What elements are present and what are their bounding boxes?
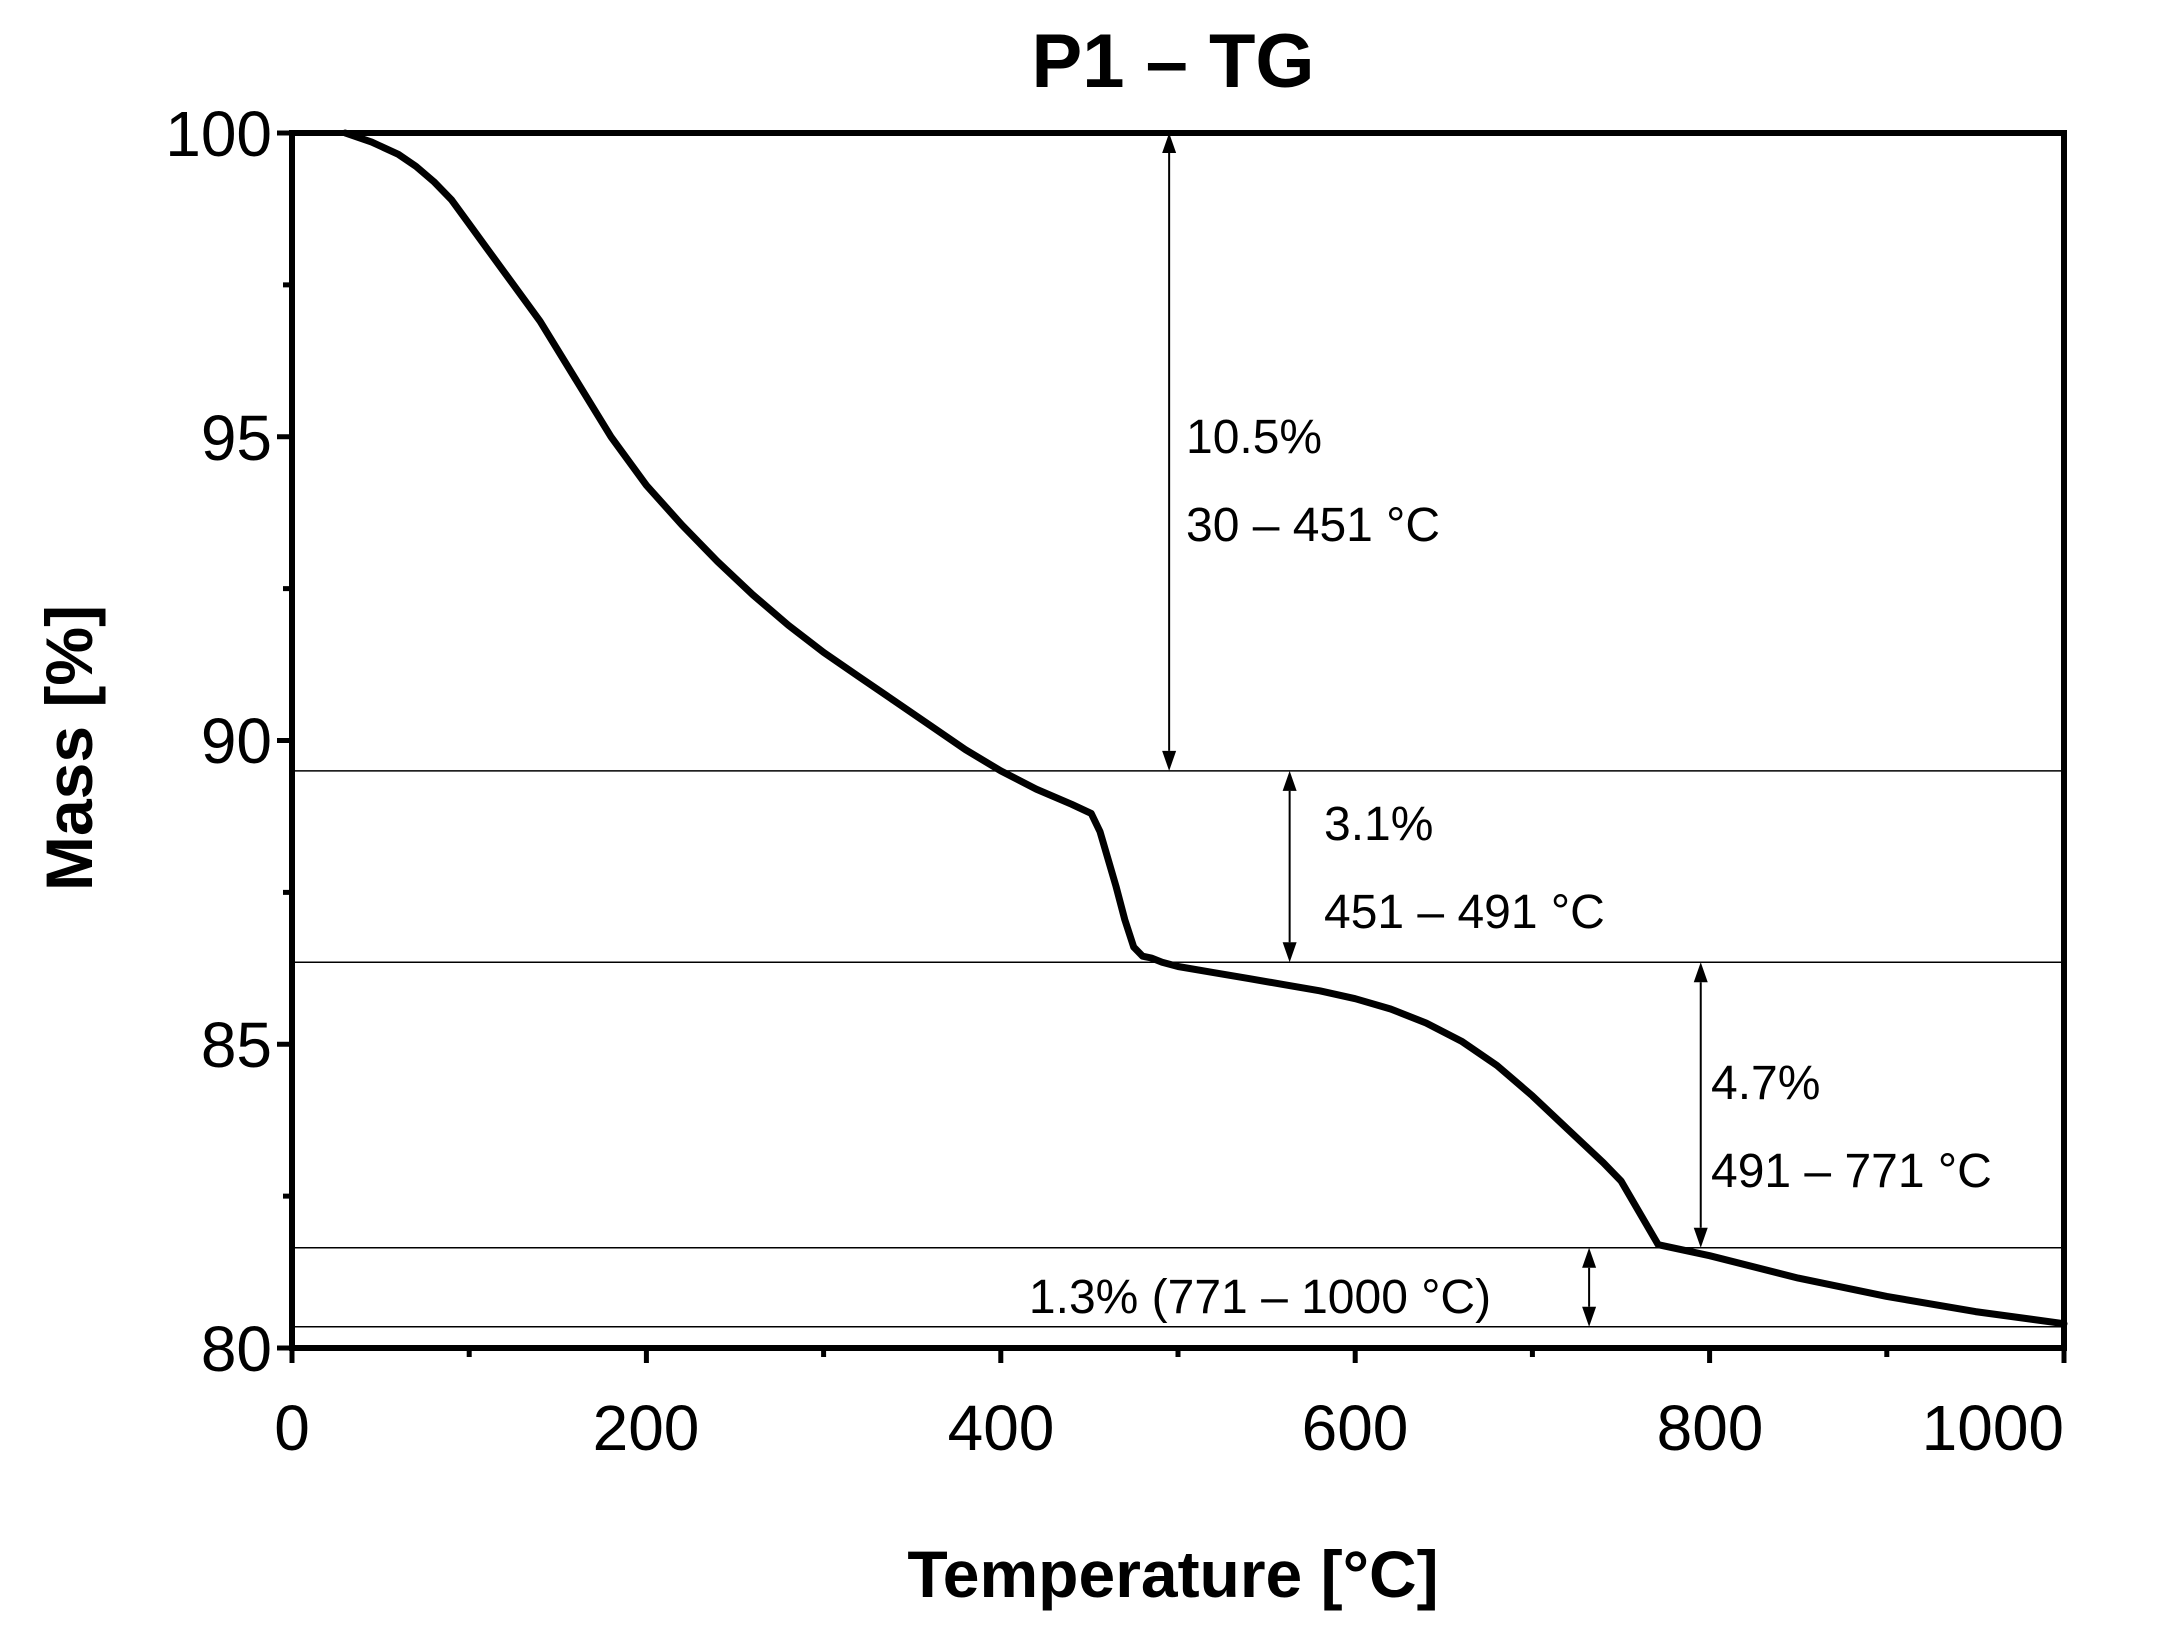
reference-lines xyxy=(292,770,2064,1328)
annotation-range-3: 491 – 771 °C xyxy=(1711,1145,1992,1198)
y-tick-label-95: 95 xyxy=(201,402,272,474)
x-tick-label-1000: 1000 xyxy=(1922,1392,2064,1464)
series-line-1 xyxy=(341,129,2068,1328)
x-tick-label-0: 0 xyxy=(274,1392,310,1464)
y-tick-label-85: 85 xyxy=(201,1009,272,1081)
annotation-arrow-head-bottom-2 xyxy=(1282,942,1297,963)
y-tick-label-80: 80 xyxy=(201,1313,272,1385)
x-tick-label-200: 200 xyxy=(593,1392,700,1464)
annotation-arrow-head-bottom-1 xyxy=(1162,750,1177,771)
y-tick-label-100: 100 xyxy=(165,98,272,170)
y-axis-label: Mass [%] xyxy=(32,605,106,891)
annotation-arrow-head-bottom-4 xyxy=(1582,1306,1597,1327)
annotation-arrows xyxy=(1162,133,1708,1327)
annotation-percent-2: 3.1% xyxy=(1324,798,1433,851)
annotation-arrow-head-top-2 xyxy=(1282,770,1297,791)
data-series xyxy=(341,129,2068,1328)
annotation-label-4: 1.3% (771 – 1000 °C) xyxy=(1029,1271,1491,1324)
x-tick-label-800: 800 xyxy=(1657,1392,1764,1464)
x-tick-label-400: 400 xyxy=(948,1392,1055,1464)
y-axis-ticks xyxy=(277,130,292,1351)
annotation-range-2: 451 – 491 °C xyxy=(1324,886,1605,939)
y-tick-label-90: 90 xyxy=(201,705,272,777)
x-tick-label-600: 600 xyxy=(1302,1392,1409,1464)
x-axis-label: Temperature [°C] xyxy=(907,1537,1438,1611)
x-axis-ticks xyxy=(289,1348,2067,1363)
annotation-arrow-head-bottom-3 xyxy=(1693,1227,1708,1248)
annotation-percent-3: 4.7% xyxy=(1711,1057,1820,1110)
annotation-arrow-head-top-4 xyxy=(1582,1247,1597,1268)
annotation-percent-1: 10.5% xyxy=(1186,411,1322,464)
chart-title: P1 – TG xyxy=(1032,19,1315,104)
annotation-arrow-head-top-3 xyxy=(1693,962,1708,983)
annotation-arrow-head-top-1 xyxy=(1162,133,1177,153)
annotation-range-1: 30 – 451 °C xyxy=(1186,499,1440,552)
